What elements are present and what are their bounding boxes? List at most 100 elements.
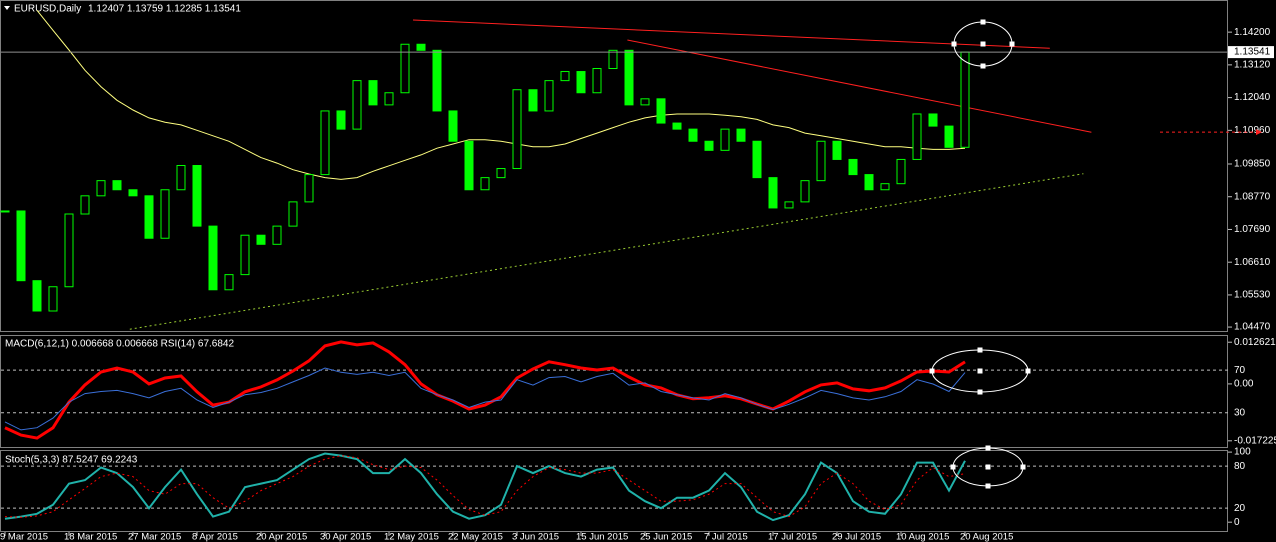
- x-tick-label: 8 Apr 2015: [192, 532, 238, 542]
- candle: [528, 89, 538, 112]
- y-tick-label: 1.09850: [1234, 159, 1271, 170]
- symbol-label: EURUSD,Daily: [14, 4, 81, 15]
- candle: [256, 234, 266, 245]
- candle: [864, 174, 874, 191]
- annotation-handle: [977, 389, 983, 395]
- candle: [560, 71, 570, 82]
- candle: [912, 113, 922, 160]
- trendline: [627, 39, 1092, 133]
- main-panel-frame: [0, 0, 1228, 332]
- candle: [288, 201, 298, 227]
- y-tick-label: 1.05530: [1234, 290, 1271, 301]
- candle: [48, 286, 58, 312]
- y-tick-label: 20: [1234, 503, 1246, 514]
- candle: [352, 80, 362, 130]
- candle: [64, 213, 74, 288]
- x-tick-label: 12 May 2015: [384, 532, 439, 542]
- candle: [432, 49, 442, 112]
- candle: [32, 280, 42, 312]
- candle: [240, 234, 250, 276]
- y-tick-label: 70: [1234, 365, 1246, 376]
- x-tick-label: 17 Jul 2015: [768, 532, 817, 542]
- annotation-handle: [985, 445, 991, 451]
- candle: [368, 80, 378, 106]
- annotation-handle: [985, 464, 991, 470]
- x-tick-label: 20 Aug 2015: [960, 532, 1013, 542]
- candle: [608, 49, 618, 70]
- candle: [176, 165, 186, 191]
- candle: [896, 158, 906, 185]
- annotations: [929, 19, 1031, 489]
- current-price-label: 1.13541: [1234, 47, 1271, 58]
- candle: [400, 43, 410, 94]
- y-tick-label: -0.017225: [1234, 435, 1276, 446]
- candle: [448, 110, 458, 142]
- x-tick-label: 27 Mar 2015: [128, 532, 181, 542]
- x-tick-label: 9 Mar 2015: [0, 532, 48, 542]
- x-tick-label: 15 Jun 2015: [576, 532, 628, 542]
- y-tick-label: 1.10960: [1234, 125, 1271, 136]
- trendline: [412, 19, 1050, 49]
- annotation-handle: [980, 41, 986, 47]
- candle: [320, 110, 330, 176]
- candle: [736, 128, 746, 142]
- x-tick-label: 22 May 2015: [448, 532, 503, 542]
- x-tick-label: 25 Jun 2015: [640, 532, 692, 542]
- ohlc-label: 1.12407 1.13759 1.12285 1.13541: [88, 4, 241, 15]
- candle: [960, 51, 970, 148]
- candle: [944, 125, 954, 148]
- candle: [0, 210, 10, 213]
- candle: [544, 80, 554, 112]
- candle: [192, 165, 202, 227]
- annotation-handle: [980, 19, 986, 25]
- stoch-panel-frame: [0, 450, 1228, 532]
- candle: [160, 189, 170, 239]
- candle: [112, 180, 122, 191]
- indicator-line: [4, 340, 966, 440]
- moving-average: [36, 9, 966, 180]
- candle: [96, 180, 106, 197]
- y-tick-label: 0: [1234, 517, 1240, 528]
- candle: [576, 71, 586, 94]
- indicator-line: [4, 367, 966, 431]
- candle: [416, 43, 426, 51]
- candle: [128, 189, 138, 197]
- y-tick-label: 100: [1234, 447, 1251, 458]
- x-tick-label: 29 Jul 2015: [832, 532, 881, 542]
- candle: [144, 195, 154, 239]
- annotation-handle: [950, 464, 956, 470]
- y-tick-label: 80: [1234, 461, 1246, 472]
- x-tick-label: 10 Aug 2015: [896, 532, 949, 542]
- y-tick-label: 1.04470: [1234, 322, 1271, 333]
- menu-arrow[interactable]: [4, 6, 10, 10]
- candle: [656, 98, 666, 124]
- candle: [816, 140, 826, 182]
- y-tick-label: 1.07690: [1234, 224, 1271, 235]
- annotation-handle: [1025, 368, 1031, 374]
- candle: [480, 177, 490, 191]
- x-tick-label: 3 Jun 2015: [512, 532, 559, 542]
- y-tick-label: 30: [1234, 407, 1246, 418]
- candle: [704, 140, 714, 151]
- candle: [336, 110, 346, 130]
- x-tick-label: 30 Apr 2015: [320, 532, 371, 542]
- y-tick-label: 1.14200: [1234, 27, 1271, 38]
- annotation-handle: [985, 483, 991, 489]
- candle: [784, 201, 794, 209]
- annotation-handle: [977, 368, 983, 374]
- candle: [720, 128, 730, 151]
- x-tick-label: 7 Jul 2015: [704, 532, 748, 542]
- candle: [640, 98, 650, 106]
- annotation-handle: [929, 368, 935, 374]
- candle: [464, 140, 474, 191]
- macd-panel-frame: [0, 335, 1228, 448]
- x-tick-label: 20 Apr 2015: [256, 532, 307, 542]
- candle: [672, 122, 682, 130]
- candle: [80, 195, 90, 215]
- candle: [800, 180, 810, 203]
- y-tick-label: 1.13120: [1234, 60, 1271, 71]
- candle: [928, 113, 938, 127]
- y-tick-label: 1.12040: [1234, 92, 1271, 103]
